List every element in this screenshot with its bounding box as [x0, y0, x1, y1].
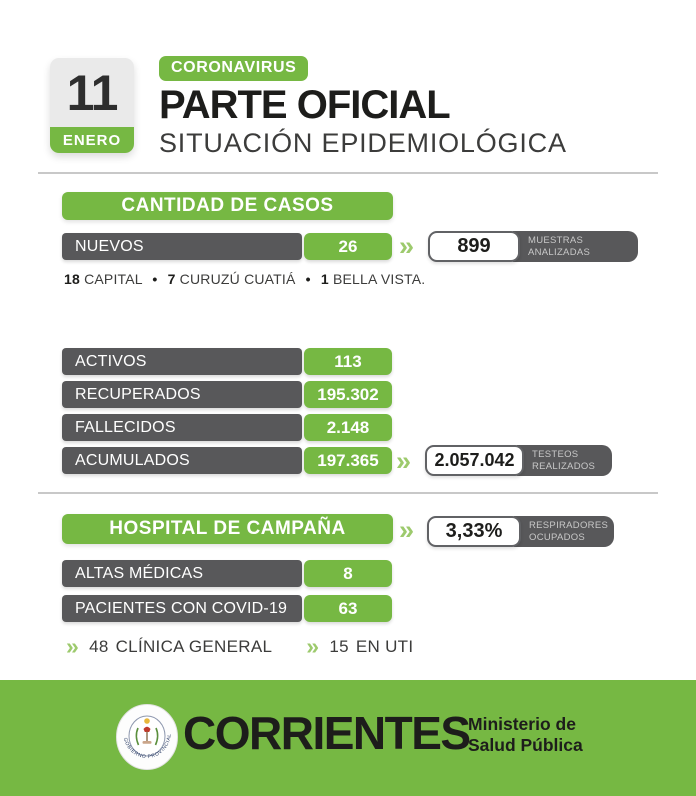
ministry-line: Salud Pública	[468, 735, 583, 755]
breakdown-count: 18	[64, 271, 80, 287]
header-text-block: CORONAVIRUS PARTE OFICIAL SITUACIÓN EPID…	[159, 56, 567, 159]
respiradores-ocupados-pill: 3,33% RESPIRADORES OCUPADOS	[427, 516, 614, 547]
stat-label: ACUMULADOS	[62, 447, 302, 474]
footer-ministry: Ministerio de Salud Pública	[468, 714, 583, 756]
caption-line: ANALIZADAS	[528, 246, 591, 258]
testeos-value: 2.057.042	[425, 445, 524, 476]
stat-row-activos: ACTIVOS 113	[62, 348, 392, 375]
stat-label: RECUPERADOS	[62, 381, 302, 408]
breakdown-place: BELLA VISTA.	[332, 271, 426, 287]
detail-count: 15	[329, 636, 349, 656]
chevron-right-icon: »	[306, 633, 320, 659]
stat-value: 63	[304, 595, 392, 622]
respiradores-caption: RESPIRADORES OCUPADOS	[514, 516, 614, 547]
muestras-value: 899	[428, 231, 520, 262]
date-badge: 11 ENERO	[50, 58, 134, 153]
divider-top	[38, 172, 658, 174]
new-cases-breakdown: 18 CAPITAL • 7 CURUZÚ CUATIÁ • 1 BELLA V…	[64, 271, 425, 287]
muestras-caption: MUESTRAS ANALIZADAS	[513, 231, 638, 262]
stat-label: NUEVOS	[62, 233, 302, 260]
bullet-separator: •	[152, 271, 158, 287]
footer-banner: GOBIERNO PROVINCIAL CORRIENTES Ministeri…	[0, 680, 696, 796]
stat-row-fallecidos: FALLECIDOS 2.148	[62, 414, 392, 441]
stat-value: 8	[304, 560, 392, 587]
footer-brand: CORRIENTES	[183, 707, 471, 759]
stat-row-nuevos: NUEVOS 26	[62, 233, 392, 260]
breakdown-count: 1	[320, 271, 329, 287]
respiradores-value: 3,33%	[427, 516, 521, 547]
stat-value: 26	[304, 233, 392, 260]
testeos-realizados-pill: 2.057.042 TESTEOS REALIZADOS	[425, 445, 612, 476]
chevron-right-icon: »	[399, 515, 415, 545]
stat-label: ALTAS MÉDICAS	[62, 560, 302, 587]
breakdown-place: CURUZÚ CUATIÁ	[179, 271, 296, 287]
chevron-right-icon: »	[66, 633, 80, 659]
hospital-detail-line: » 48 CLÍNICA GENERAL » 15 EN UTI	[66, 635, 413, 658]
chevron-right-icon: »	[396, 446, 412, 476]
stat-value: 2.148	[304, 414, 392, 441]
breakdown-place: CAPITAL	[84, 271, 143, 287]
testeos-caption: TESTEOS REALIZADOS	[517, 445, 612, 476]
page-subtitle: SITUACIÓN EPIDEMIOLÓGICA	[159, 128, 567, 158]
muestras-analizadas-pill: 899 MUESTRAS ANALIZADAS	[428, 231, 638, 262]
caption-line: TESTEOS	[532, 449, 579, 461]
stat-label: FALLECIDOS	[62, 414, 302, 441]
stat-label: ACTIVOS	[62, 348, 302, 375]
ministry-line: Ministerio de	[468, 714, 576, 734]
caption-line: RESPIRADORES	[529, 520, 609, 532]
stat-row-pacientes-covid: PACIENTES CON COVID-19 63	[62, 595, 392, 622]
caption-line: MUESTRAS	[528, 235, 584, 247]
stat-label: PACIENTES CON COVID-19	[62, 595, 302, 622]
coronavirus-tag-badge: CORONAVIRUS	[159, 56, 309, 81]
stat-value: 113	[304, 348, 392, 375]
caption-line: OCUPADOS	[529, 531, 586, 543]
stat-row-recuperados: RECUPERADOS 195.302	[62, 381, 392, 408]
stat-row-acumulados: ACUMULADOS 197.365	[62, 447, 392, 474]
detail-place: CLÍNICA GENERAL	[115, 636, 273, 656]
stat-value: 197.365	[304, 447, 392, 474]
breakdown-count: 7	[167, 271, 176, 287]
date-month: ENERO	[50, 127, 134, 153]
divider-middle	[38, 492, 658, 494]
section-banner-hospital-de-campana: HOSPITAL DE CAMPAÑA	[62, 514, 393, 544]
caption-line: REALIZADOS	[532, 460, 596, 472]
chevron-right-icon: »	[399, 231, 415, 261]
section-banner-cantidad-de-casos: CANTIDAD DE CASOS	[62, 192, 393, 220]
detail-place: EN UTI	[355, 636, 414, 656]
stat-value: 195.302	[304, 381, 392, 408]
date-day: 11	[50, 58, 134, 127]
detail-count: 48	[89, 636, 109, 656]
page-title: PARTE OFICIAL	[159, 83, 451, 127]
corrientes-coat-of-arms-logo: GOBIERNO PROVINCIAL	[116, 704, 178, 770]
stat-row-altas-medicas: ALTAS MÉDICAS 8	[62, 560, 392, 587]
bullet-separator: •	[305, 271, 311, 287]
